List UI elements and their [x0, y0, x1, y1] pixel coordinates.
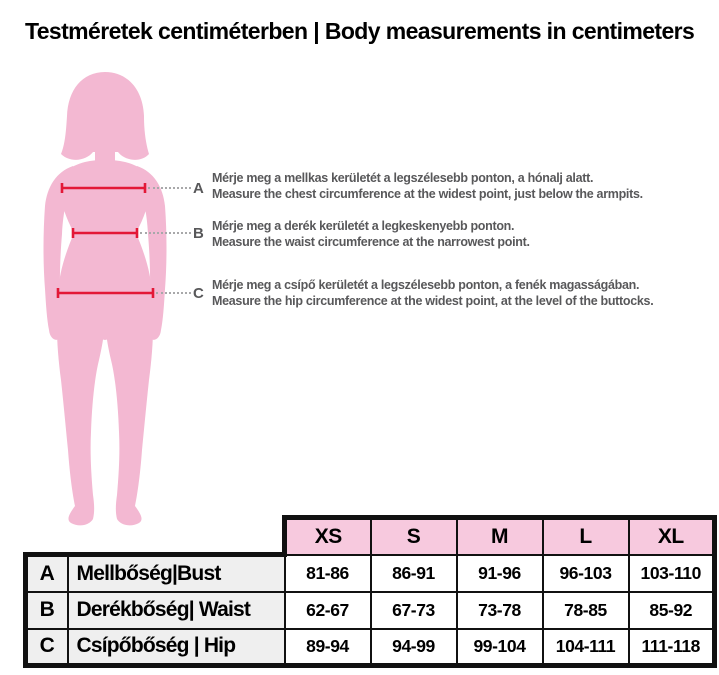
measure-letter-b: B [193, 225, 204, 242]
size-table: XS S M L XL A Mellbőség|Bust 81-86 86-91… [23, 515, 717, 668]
left-leg-shape [56, 285, 104, 526]
hip-xs-value: 89-94 [283, 627, 372, 668]
size-col-s: S [369, 515, 458, 556]
waist-m-value: 73-78 [455, 590, 544, 630]
row-letter: C [23, 627, 69, 668]
row-label: Csípőbőség | Hip [66, 627, 286, 668]
hip-xl-value: 111-118 [627, 627, 717, 668]
hip-dotted-connector [156, 292, 191, 294]
bust-m-value: 91-96 [455, 553, 544, 593]
hip-instruction: Mérje meg a csípő kerületét a legszélese… [212, 277, 654, 309]
page-title: Testméretek centiméterben | Body measure… [25, 18, 695, 44]
row-letter: A [23, 552, 69, 593]
row-label: Derékbőség| Waist [66, 590, 286, 630]
female-body-silhouette [43, 72, 167, 526]
chest-dotted-connector [148, 187, 191, 189]
waist-measure-line [71, 228, 139, 238]
table-row-bust: A Mellbőség|Bust 81-86 86-91 91-96 96-10… [23, 552, 717, 593]
chest-instruction-hu: Mérje meg a mellkas kerületét a legszéle… [212, 171, 594, 185]
hip-l-value: 104-111 [541, 627, 630, 668]
chest-measure-line [60, 183, 147, 193]
table-row-hip: C Csípőbőség | Hip 89-94 94-99 99-104 10… [23, 627, 717, 668]
size-table-header-row: XS S M L XL [26, 515, 717, 556]
row-label: Mellbőség|Bust [66, 552, 286, 593]
bust-s-value: 86-91 [369, 553, 458, 593]
right-arm-shape [133, 166, 167, 340]
chest-instruction: Mérje meg a mellkas kerületét a legszéle… [212, 170, 643, 202]
waist-s-value: 67-73 [369, 590, 458, 630]
hip-measure-line [56, 288, 155, 298]
measure-letter-a: A [193, 180, 204, 197]
waist-l-value: 78-85 [541, 590, 630, 630]
right-leg-shape [106, 285, 154, 526]
chest-instruction-en: Measure the chest circumference at the w… [212, 187, 643, 201]
size-col-xs: XS [282, 515, 372, 556]
left-arm-shape [43, 166, 77, 340]
table-row-waist: B Derékbőség| Waist 62-67 67-73 73-78 78… [23, 590, 717, 630]
body-shape [43, 72, 167, 526]
waist-xl-value: 85-92 [627, 590, 717, 630]
size-col-l: L [541, 515, 630, 556]
size-col-xl: XL [627, 515, 717, 556]
row-letter: B [23, 590, 69, 630]
waist-instruction-en: Measure the waist circumference at the n… [212, 235, 530, 249]
bust-xs-value: 81-86 [283, 553, 372, 593]
waist-instruction: Mérje meg a derék kerületét a legkeskeny… [212, 218, 530, 250]
waist-dotted-connector [140, 232, 191, 234]
bust-xl-value: 103-110 [627, 553, 717, 593]
waist-xs-value: 62-67 [283, 590, 372, 630]
hip-m-value: 99-104 [455, 627, 544, 668]
measure-letter-c: C [193, 285, 204, 302]
bust-l-value: 96-103 [541, 553, 630, 593]
ghost-cell [68, 518, 285, 555]
hair-shape [61, 72, 149, 160]
hip-instruction-en: Measure the hip circumference at the wid… [212, 294, 654, 308]
size-col-m: M [455, 515, 544, 556]
hip-instruction-hu: Mérje meg a csípő kerületét a legszélese… [212, 278, 640, 292]
hip-s-value: 94-99 [369, 627, 458, 668]
waist-instruction-hu: Mérje meg a derék kerületét a legkeskeny… [212, 219, 515, 233]
ghost-cell [26, 518, 68, 555]
